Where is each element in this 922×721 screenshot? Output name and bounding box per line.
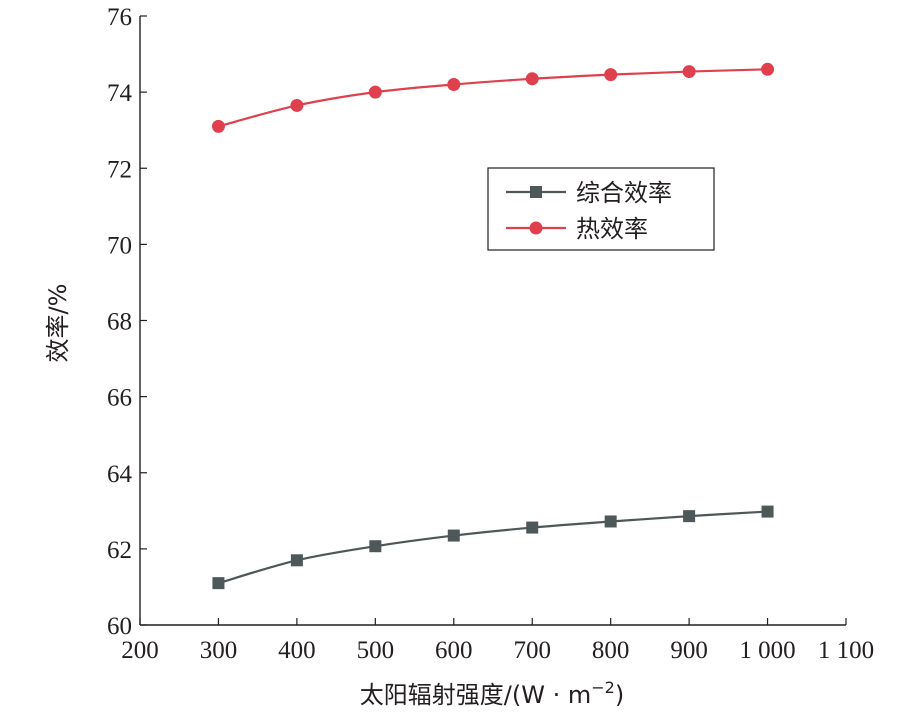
series-overall-efficiency (212, 505, 774, 590)
x-tick-label: 1 100 (818, 637, 874, 664)
data-point (211, 119, 225, 133)
data-point (447, 78, 461, 92)
legend-item: 综合效率 (506, 179, 672, 207)
series-layer (211, 62, 775, 590)
x-axis-label-sup: −2 (591, 678, 615, 697)
data-point (761, 505, 774, 518)
data-point (526, 521, 539, 534)
legend-label: 热效率 (576, 215, 648, 243)
legend-label: 综合效率 (576, 179, 672, 207)
y-tick-label: 62 (107, 537, 132, 564)
data-point (290, 554, 303, 567)
x-ticks: 200 300 400 500 600 700 800 900 1 000 1 100 (121, 618, 874, 664)
x-tick-label: 200 (121, 637, 159, 664)
data-point (368, 85, 382, 99)
data-point (212, 577, 225, 590)
y-ticks: 60 62 64 66 68 70 72 74 76 (107, 4, 147, 640)
y-tick-label: 66 (107, 385, 132, 412)
data-point (604, 515, 617, 528)
legend-point (530, 186, 542, 198)
y-tick-label: 70 (107, 232, 132, 259)
y-tick-label: 74 (107, 80, 133, 107)
x-tick-label: 400 (278, 637, 316, 664)
data-point (290, 98, 304, 112)
x-tick-label: 700 (513, 637, 551, 664)
data-point (525, 72, 539, 86)
series-line (218, 510, 768, 585)
data-point (683, 510, 696, 523)
x-tick-label: 600 (435, 637, 473, 664)
series-thermal-efficiency (211, 62, 775, 133)
x-tick-label: 300 (200, 637, 238, 664)
y-axis-label: 效率/% (44, 284, 72, 363)
legend-point (529, 221, 543, 235)
x-axis-label: 太阳辐射强度/(W · m−2) (360, 678, 624, 709)
series-line (218, 68, 768, 128)
y-tick-label: 72 (107, 156, 132, 183)
x-tick-label: 1 000 (739, 637, 795, 664)
y-tick-label: 64 (107, 461, 133, 488)
x-axis-label-main: 太阳辐射强度/(W · m (360, 681, 591, 709)
y-tick-label: 76 (107, 4, 132, 31)
x-tick-label: 500 (357, 637, 395, 664)
data-point (447, 529, 460, 542)
legend-box (487, 167, 715, 251)
x-tick-label: 800 (592, 637, 630, 664)
data-point (604, 68, 618, 82)
legend-item: 热效率 (506, 215, 648, 243)
data-point (761, 62, 775, 76)
x-axis-label-close: ) (615, 681, 624, 709)
data-point (682, 65, 696, 79)
y-tick-label: 68 (107, 309, 132, 336)
y-tick-label: 60 (107, 613, 132, 640)
x-tick-label: 900 (670, 637, 708, 664)
data-point (369, 540, 382, 553)
axes (139, 16, 846, 626)
